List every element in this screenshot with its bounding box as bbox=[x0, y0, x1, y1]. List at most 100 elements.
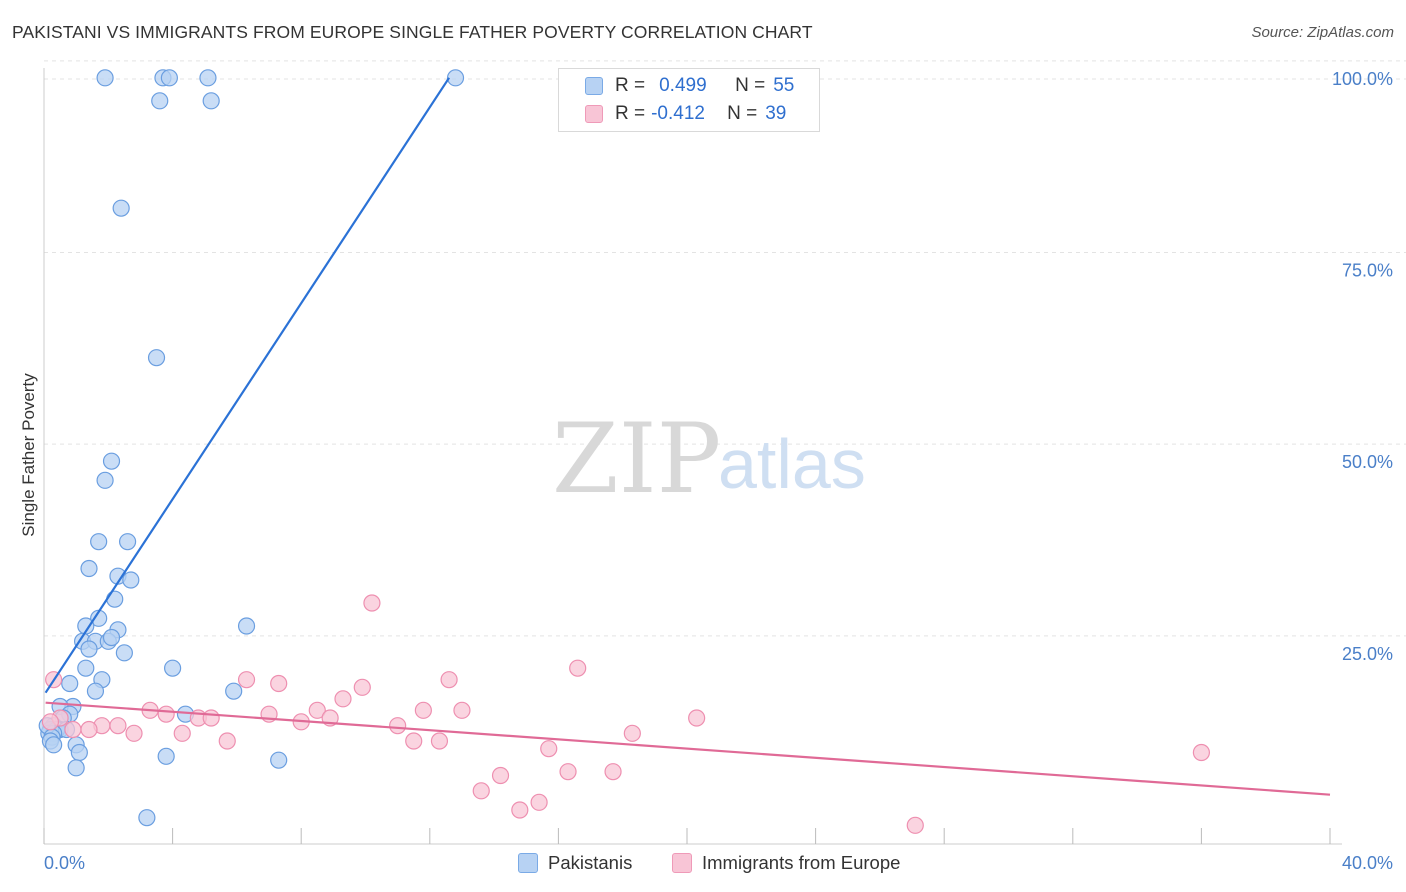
source-label: Source: ZipAtlas.com bbox=[1251, 24, 1394, 41]
y-tick-label: 50.0% bbox=[1342, 452, 1393, 472]
legend-r-value: 0.499 bbox=[659, 75, 707, 96]
pakistanis-point bbox=[115, 644, 133, 662]
pakistanis-point bbox=[86, 682, 105, 700]
immigrants-point bbox=[604, 763, 622, 781]
grid-lines bbox=[44, 60, 1406, 637]
legend-row-pakistanis: R = 0.499 N = 55 bbox=[559, 73, 794, 99]
pakistanis-point bbox=[164, 659, 182, 677]
watermark-zip: ZIP bbox=[552, 403, 721, 515]
immigrants-point bbox=[414, 701, 432, 719]
immigrants-point bbox=[41, 713, 60, 731]
immigrants-point bbox=[530, 793, 548, 811]
immigrants-point bbox=[430, 732, 449, 750]
immigrants-point bbox=[125, 724, 143, 742]
y-axis-label: Single Father Poverty bbox=[19, 373, 38, 537]
immigrants-point bbox=[540, 740, 558, 758]
immigrants-point bbox=[1192, 743, 1211, 762]
immigrants-point bbox=[80, 720, 98, 739]
legend-swatch-immigrants bbox=[672, 853, 692, 873]
legend-swatch-pakistanis bbox=[518, 853, 538, 873]
legend-row-immigrants: R = -0.412 N = 39 bbox=[559, 101, 786, 127]
immigrants-point bbox=[237, 671, 256, 689]
pakistanis-point bbox=[157, 747, 175, 765]
immigrants-point bbox=[405, 732, 423, 750]
immigrants-point bbox=[453, 701, 471, 719]
immigrants-point bbox=[491, 766, 510, 785]
immigrants-point bbox=[270, 674, 288, 693]
legend-n-value: 55 bbox=[773, 75, 795, 96]
pakistanis-point bbox=[106, 590, 124, 608]
immigrants-point bbox=[906, 816, 924, 834]
correlation-legend: R = 0.499 N = 55 R = -0.412 N = 39 bbox=[558, 68, 820, 132]
pakistanis-point bbox=[446, 69, 465, 87]
legend-label-pakistanis: Pakistanis bbox=[548, 852, 633, 873]
y-tick-label: 75.0% bbox=[1342, 261, 1393, 281]
immigrants-point bbox=[218, 732, 236, 750]
immigrants-point bbox=[109, 717, 127, 735]
pakistanis-point bbox=[70, 743, 88, 762]
pakistanis-point bbox=[102, 628, 121, 647]
legend-n-value: 39 bbox=[765, 103, 787, 124]
pakistanis-point bbox=[202, 92, 220, 110]
legend-swatch-pakistanis bbox=[585, 77, 603, 95]
legend-swatch-immigrants bbox=[585, 105, 603, 123]
legend-r-label: R = bbox=[615, 75, 646, 96]
legend-n-label: N = bbox=[727, 103, 758, 124]
pakistanis-point bbox=[138, 809, 156, 827]
immigrants-point bbox=[363, 594, 381, 612]
immigrants-point bbox=[472, 782, 490, 800]
legend-n-label: N = bbox=[735, 75, 766, 96]
pakistanis-point bbox=[96, 471, 114, 489]
pakistanis-point bbox=[102, 452, 121, 470]
immigrants-point bbox=[173, 724, 191, 742]
data-points bbox=[38, 69, 1211, 834]
x-tick-label: 40.0% bbox=[1342, 853, 1393, 873]
pakistanis-point bbox=[270, 751, 288, 769]
immigrants-point bbox=[569, 659, 587, 677]
pakistanis-point bbox=[151, 92, 169, 110]
y-tick-label: 100.0% bbox=[1332, 69, 1393, 89]
pakistanis-point bbox=[225, 682, 243, 700]
chart-title: PAKISTANI VS IMMIGRANTS FROM EUROPE SING… bbox=[12, 22, 813, 42]
pakistanis-point bbox=[96, 69, 114, 87]
pakistanis-point bbox=[61, 674, 79, 693]
pakistanis-point bbox=[199, 69, 217, 87]
immigrants-point bbox=[334, 690, 352, 708]
series-legend: Pakistanis Immigrants from Europe bbox=[0, 852, 1406, 878]
immigrants-point bbox=[559, 763, 577, 781]
immigrants-point bbox=[511, 801, 529, 819]
legend-label-immigrants: Immigrants from Europe bbox=[702, 852, 901, 873]
pakistanis-trend-line bbox=[44, 77, 451, 694]
pakistanis-point bbox=[80, 559, 98, 578]
immigrants-point bbox=[389, 717, 407, 735]
legend-r-value: -0.412 bbox=[651, 103, 705, 124]
x-tick-label: 0.0% bbox=[44, 853, 85, 873]
immigrants-point bbox=[440, 671, 458, 689]
pakistanis-point bbox=[90, 533, 108, 551]
pakistanis-point bbox=[77, 659, 95, 677]
watermark: ZIP atlas bbox=[552, 403, 866, 515]
pakistanis-point bbox=[122, 571, 140, 589]
immigrants-point bbox=[353, 678, 371, 696]
pakistanis-point bbox=[160, 69, 178, 87]
legend-r-label: R = bbox=[615, 103, 646, 124]
watermark-atlas: atlas bbox=[718, 425, 866, 503]
immigrants-point bbox=[308, 701, 326, 719]
trend-lines bbox=[44, 77, 1331, 796]
immigrants-point bbox=[688, 709, 706, 727]
immigrants-point bbox=[157, 705, 175, 723]
y-tick-label: 25.0% bbox=[1342, 644, 1393, 664]
immigrants-point bbox=[64, 720, 82, 739]
pakistanis-point bbox=[45, 736, 63, 754]
pakistanis-point bbox=[112, 199, 130, 217]
immigrants-point bbox=[623, 724, 641, 742]
immigrants-point bbox=[202, 709, 220, 727]
tick-labels: 25.0% 50.0% 75.0% 100.0% 0.0% 40.0% bbox=[44, 69, 1393, 873]
pakistanis-point bbox=[67, 759, 85, 777]
legend-item-immigrants[interactable]: Immigrants from Europe bbox=[672, 852, 900, 874]
pakistanis-point bbox=[237, 617, 256, 635]
pakistanis-point bbox=[147, 349, 166, 367]
legend-item-pakistanis[interactable]: Pakistanis bbox=[518, 852, 632, 874]
pakistanis-point bbox=[118, 533, 137, 551]
